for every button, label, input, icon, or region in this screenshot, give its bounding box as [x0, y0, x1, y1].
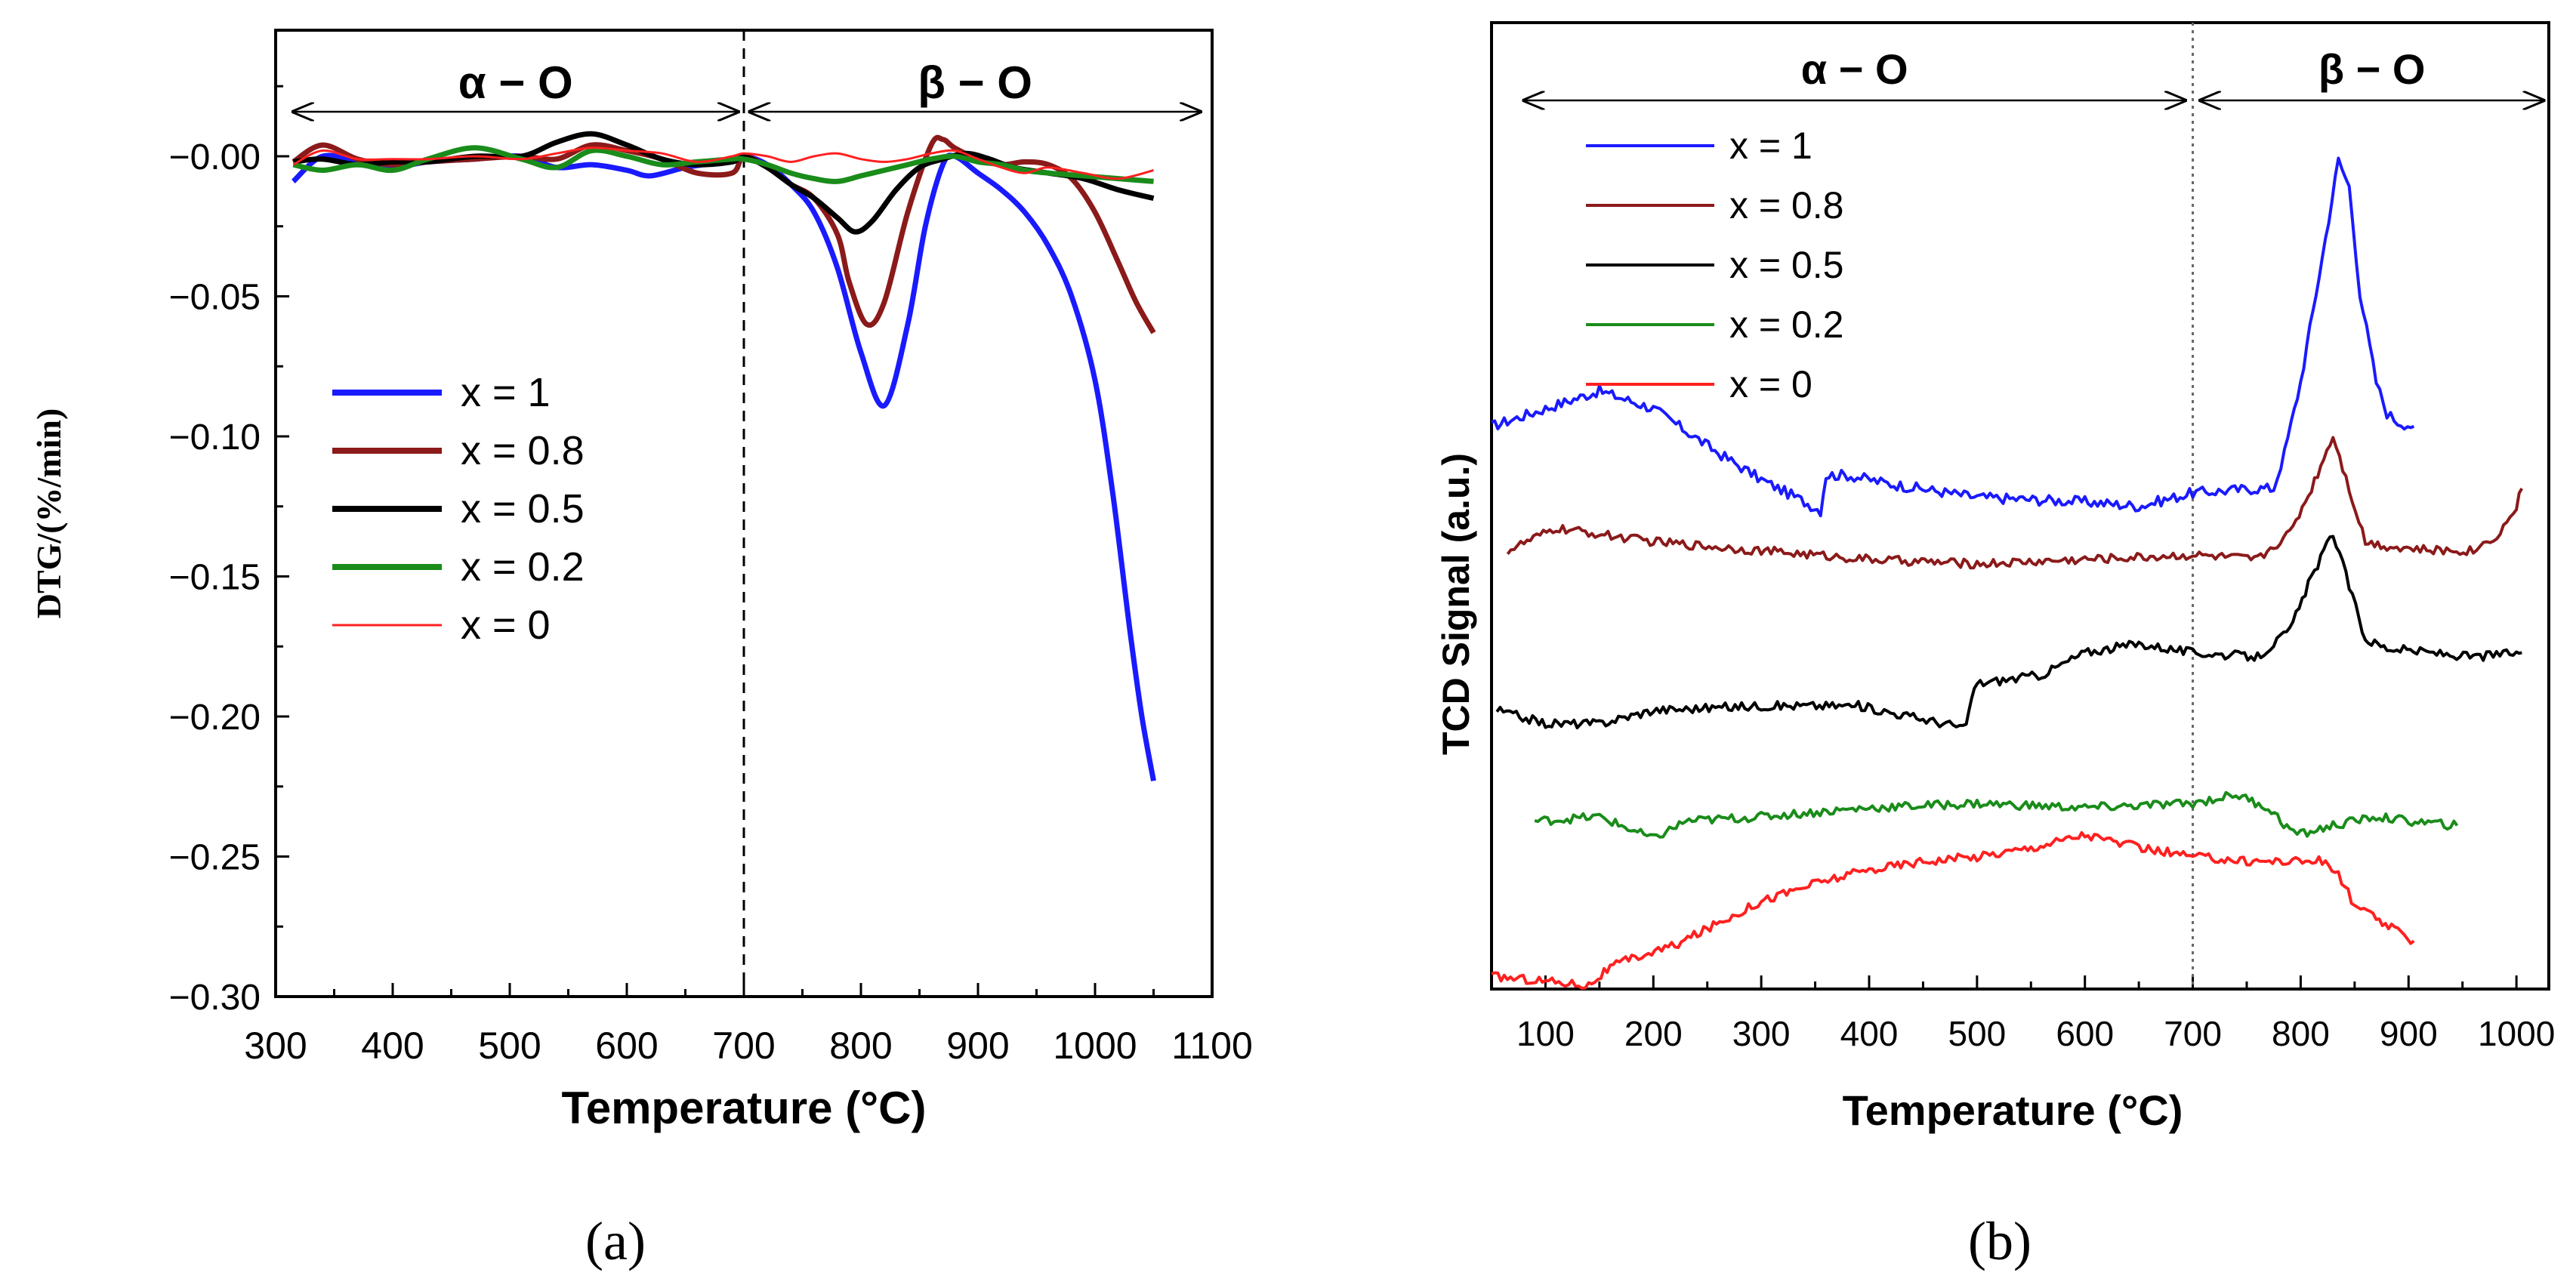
panel-b-series-line — [1495, 535, 2522, 729]
panel-b-tcd-chart: 100 200 300 400 500 600 700 800 900 1000 α − O β −… — [1435, 21, 2555, 1271]
panel-b-series-line — [1491, 156, 2415, 518]
panel-a-legend-label: x = 0.2 — [461, 544, 585, 590]
panel-a-y-tick-label: −0.25 — [169, 837, 261, 877]
panel-a-legend: x = 1 x = 0.8 x = 0.5 x = 0.2 x = 0 — [332, 370, 585, 648]
panel-b-y-axis-label: TCD Signal (a.u.) — [1435, 453, 1477, 755]
panel-a-x-tick-label: 1000 — [1053, 1025, 1137, 1067]
panel-a-region-label: α − O — [458, 57, 573, 108]
panel-b-x-tick-label: 200 — [1624, 1014, 1683, 1053]
panel-a-x-tick-label: 300 — [244, 1025, 307, 1067]
panel-b-x-tick-label: 100 — [1516, 1014, 1575, 1053]
panel-a-legend-label: x = 0 — [461, 602, 551, 648]
panel-b-legend-label: x = 0 — [1729, 363, 1812, 405]
panel-a-x-tick-label: 500 — [478, 1025, 541, 1067]
panel-a-y-tick-label: −0.00 — [169, 137, 261, 177]
panel-a-x-tick-label: 900 — [946, 1025, 1009, 1067]
panel-a-x-axis-label: Temperature (°C) — [562, 1083, 927, 1133]
panel-b-series — [1491, 156, 2524, 990]
panel-a-region-label: β − O — [918, 57, 1032, 108]
panel-b-x-tick-label: 900 — [2380, 1014, 2438, 1053]
panel-b-legend-label: x = 0.8 — [1729, 184, 1844, 226]
panel-a-series-line — [292, 146, 1154, 180]
panel-b-legend-label: x = 0.5 — [1729, 244, 1844, 286]
panel-a-y-tick-label: −0.30 — [169, 978, 261, 1018]
panel-a-y-axis-label: DTG/(%/min) — [29, 408, 68, 619]
panel-b-x-tick-label: 800 — [2272, 1014, 2330, 1053]
panel-a-x-tick-label: 800 — [829, 1025, 892, 1067]
panel-b-series-line — [1491, 830, 2415, 990]
panel-a-y-tick-label: −0.20 — [169, 698, 261, 738]
panel-b-x-tick-label: 500 — [1948, 1014, 2006, 1053]
panel-a-label: (a) — [585, 1211, 646, 1271]
panel-a-x-tick-label: 1100 — [1171, 1025, 1253, 1067]
panel-b-region-label: β − O — [2318, 45, 2426, 93]
panel-a-series-line — [291, 153, 1156, 781]
panel-b-region-label: α − O — [1801, 45, 1908, 93]
panel-a-y-tick-label: −0.15 — [169, 557, 261, 597]
panel-a-series-line — [292, 145, 1154, 184]
panel-a-dtg-chart: 300 400 500 600 700 800 900 1000 1100 −0.00 −0.05… — [29, 29, 1253, 1271]
panel-a-series-line — [292, 134, 1156, 334]
panel-b-legend-label: x = 1 — [1729, 125, 1812, 167]
panel-a-series-line — [292, 131, 1155, 235]
panel-b-x-tick-label: 700 — [2164, 1014, 2222, 1053]
panel-b-legend-label: x = 0.2 — [1729, 304, 1844, 346]
panel-a-y-tick-label: −0.05 — [169, 277, 261, 317]
panel-b-series-line — [1506, 436, 2524, 570]
panel-a-y-tick-labels: −0.00 −0.05 −0.10 −0.15 −0.20 −0.25 −0.30 — [169, 137, 261, 1018]
panel-a-ticks — [274, 85, 1214, 998]
panel-b-series-line — [1534, 790, 2459, 839]
panel-b-x-tick-label: 600 — [2056, 1014, 2114, 1053]
panel-b-plot-frame — [1490, 21, 2550, 991]
panel-b-x-tick-label: 300 — [1732, 1014, 1791, 1053]
panel-b-legend: x = 1 x = 0.8 x = 0.5 x = 0.2 x = 0 — [1586, 125, 1844, 405]
panel-b-x-tick-label: 1000 — [2478, 1014, 2555, 1053]
panel-a-legend-label: x = 1 — [461, 370, 551, 415]
panel-b-ticks — [1544, 975, 2518, 989]
panel-b-x-tick-label: 400 — [1840, 1014, 1899, 1053]
panel-b-x-axis-label: Temperature (°C) — [1843, 1086, 2183, 1134]
panel-a-y-tick-label: −0.10 — [169, 418, 261, 458]
panel-b-label: (b) — [1968, 1211, 2031, 1271]
panel-a-x-tick-label: 700 — [712, 1025, 775, 1067]
panel-a-series — [291, 131, 1156, 781]
panel-a-legend-label: x = 0.8 — [461, 428, 585, 473]
panel-a-x-tick-labels: 300 400 500 600 700 800 900 1000 1100 — [244, 1025, 1252, 1067]
panel-a-x-tick-label: 400 — [361, 1025, 424, 1067]
panel-a-x-tick-label: 600 — [595, 1025, 658, 1067]
panel-b-x-tick-labels: 100 200 300 400 500 600 700 800 900 1000 — [1516, 1014, 2555, 1053]
panel-a-legend-label: x = 0.5 — [461, 486, 585, 532]
